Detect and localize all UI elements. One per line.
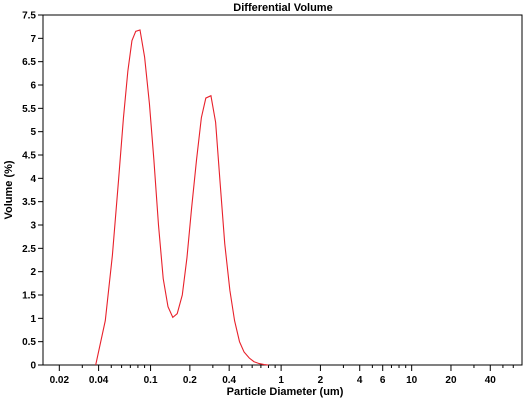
y-tick-label: 5.5 xyxy=(22,104,36,115)
chart-title: Differential Volume xyxy=(233,2,332,14)
y-axis: 0 0.5 1 1.5 2 2.5 3 3.5 4 4.5 5 5.5 6 6.5 7 7.5 xyxy=(22,11,43,372)
y-tick-label: 6.5 xyxy=(22,57,36,68)
y-tick-label: 5 xyxy=(30,127,36,138)
x-tick-label: 6 xyxy=(380,375,386,386)
y-tick-label: 6 xyxy=(30,81,36,92)
y-tick-label: 1 xyxy=(30,314,36,325)
x-tick-label: 0.2 xyxy=(183,375,197,386)
x-tick-label: 4 xyxy=(357,375,363,386)
y-tick-label: 3.5 xyxy=(22,197,36,208)
y-tick-label: 0 xyxy=(30,361,36,372)
plot-frame xyxy=(42,14,523,366)
x-tick-label: 20 xyxy=(445,375,457,386)
y-tick-label: 4.5 xyxy=(22,151,36,162)
x-axis-label: Particle Diameter (um) xyxy=(227,386,344,398)
y-tick-label: 7 xyxy=(30,34,36,45)
y-axis-label: Volume (%) xyxy=(3,160,15,219)
series-line-differential-volume xyxy=(95,29,269,366)
y-tick-label: 2.5 xyxy=(22,244,36,255)
x-tick-label: 0.1 xyxy=(144,375,158,386)
y-tick-label: 2 xyxy=(30,267,36,278)
x-axis: 0.02 0.04 0.1 0.2 0.4 1 2 4 6 10 20 40 xyxy=(50,365,514,386)
x-tick-label: 2 xyxy=(318,375,324,386)
x-tick-label: 0.4 xyxy=(222,375,236,386)
y-tick-label: 7.5 xyxy=(22,11,36,22)
x-tick-label: 0.02 xyxy=(50,375,70,386)
x-tick-label: 0.04 xyxy=(89,375,109,386)
x-tick-label: 40 xyxy=(485,375,497,386)
y-tick-label: 0.5 xyxy=(22,337,36,348)
x-tick-label: 10 xyxy=(406,375,418,386)
y-tick-label: 4 xyxy=(30,174,36,185)
y-tick-label: 1.5 xyxy=(22,291,36,302)
y-tick-label: 3 xyxy=(30,221,36,232)
x-tick-label: 1 xyxy=(278,375,284,386)
